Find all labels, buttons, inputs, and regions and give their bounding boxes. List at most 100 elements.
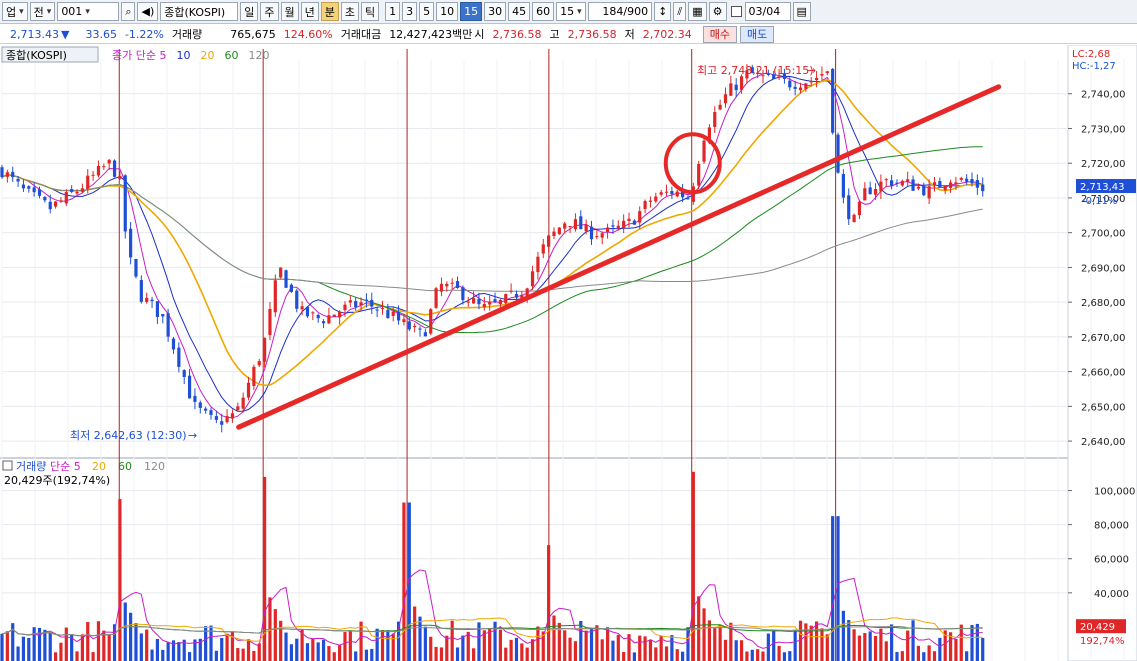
- period-tab-5[interactable]: 초: [340, 2, 359, 21]
- interval-tab-15[interactable]: 15: [460, 2, 483, 21]
- volume-tick-label: 60,000: [1094, 555, 1129, 566]
- candle-body: [380, 308, 385, 310]
- interval-tab-30[interactable]: 30: [484, 2, 507, 21]
- volume-bar: [348, 630, 352, 661]
- candle-body: [53, 201, 58, 207]
- candle-body: [932, 182, 937, 186]
- volume-bar: [970, 625, 974, 661]
- volume-bar: [284, 632, 288, 661]
- volume-bar: [455, 647, 460, 661]
- volume-bar: [541, 631, 545, 661]
- price-change: 33.65: [85, 27, 117, 41]
- price-title-box: [1, 46, 99, 63]
- period-tab-1[interactable]: 주: [260, 2, 279, 21]
- candle-body: [777, 76, 781, 78]
- volume-bar: [482, 630, 486, 661]
- volume-bar: [841, 610, 845, 661]
- sell-button[interactable]: 매도: [740, 25, 775, 43]
- interval-select[interactable]: 15: [556, 2, 587, 21]
- candle-body: [386, 309, 390, 319]
- candle-body: [429, 309, 433, 334]
- volume-bar: [938, 637, 942, 661]
- min-label: 최저 2,642,63 (12:30): [70, 429, 187, 442]
- candle-body: [16, 178, 20, 182]
- settings-icon[interactable]: ⚙: [708, 2, 727, 21]
- bar-count-field[interactable]: 184/900: [588, 2, 653, 21]
- zoom-icon[interactable]: ↕: [654, 2, 672, 21]
- interval-tab-10[interactable]: 10: [436, 2, 459, 21]
- period-tab-2[interactable]: 월: [280, 2, 299, 21]
- calendar-icon[interactable]: ▤: [792, 2, 811, 21]
- volume-bar: [171, 640, 176, 661]
- save-icon[interactable]: ▦: [688, 2, 707, 21]
- index-name-field[interactable]: 종합(KOSPI): [160, 2, 239, 21]
- date-field[interactable]: 03/04: [744, 2, 791, 21]
- candle-body: [734, 84, 738, 91]
- code-input[interactable]: 001: [57, 2, 120, 21]
- period-tab-6[interactable]: 틱: [361, 2, 380, 21]
- volume-bar: [187, 652, 192, 661]
- volume-bar: [434, 646, 438, 661]
- volume-bar: [21, 636, 26, 661]
- volume-legend-item: 20: [92, 460, 106, 473]
- chart-annotations: 최고 2,748,21 (15:15)→최저 2,642,63 (12:30) →: [70, 64, 1002, 442]
- candle-body: [756, 72, 760, 74]
- candle-body: [43, 196, 47, 201]
- period-tab-3[interactable]: 년: [300, 2, 319, 21]
- candle-body: [123, 175, 127, 232]
- candle-body: [279, 267, 283, 278]
- volume-bar: [305, 643, 310, 661]
- volume-bar: [831, 516, 835, 661]
- volume-bar: [788, 651, 792, 661]
- period-tab-0[interactable]: 일: [240, 2, 259, 21]
- candle-body: [605, 227, 610, 233]
- volume-bar: [70, 634, 74, 661]
- candle-body: [230, 413, 235, 419]
- volume-bar: [396, 621, 401, 661]
- trendline: [236, 84, 1002, 430]
- volume-bar: [262, 476, 267, 661]
- candle-body: [750, 67, 754, 74]
- candle-body: [134, 258, 138, 277]
- period-tab-4[interactable]: 분: [320, 2, 339, 21]
- search-icon[interactable]: ⌕: [121, 2, 136, 21]
- interval-tab-45[interactable]: 45: [508, 2, 531, 21]
- indicator-icon[interactable]: ⫽: [673, 2, 687, 21]
- candle-body: [91, 174, 95, 176]
- candle-body: [938, 181, 942, 188]
- low-value: 2,702.34: [642, 27, 692, 41]
- candle-body: [257, 361, 261, 366]
- date-checkbox[interactable]: [730, 6, 742, 17]
- volume-bar: [681, 651, 685, 661]
- volume-bar: [289, 644, 293, 661]
- mode-select[interactable]: 전: [29, 2, 56, 21]
- candle-body: [723, 94, 728, 104]
- volume-bar: [338, 645, 342, 661]
- candle-body: [466, 301, 470, 303]
- amount-value: 12,427,423백만: [389, 28, 473, 41]
- volume-bar: [0, 633, 4, 661]
- buy-button[interactable]: 매수: [702, 25, 737, 43]
- interval-tab-60[interactable]: 60: [532, 2, 555, 21]
- volume-bar: [552, 615, 556, 661]
- interval-tab-1[interactable]: 1: [385, 2, 401, 21]
- candle-body: [745, 70, 749, 79]
- speaker-icon[interactable]: ◀): [137, 2, 159, 21]
- market-select[interactable]: 업: [2, 2, 28, 21]
- volume-bar: [654, 647, 658, 661]
- candle-body: [300, 306, 304, 310]
- high-label: 고: [549, 28, 560, 41]
- volume-bar: [27, 637, 31, 661]
- interval-tab-3[interactable]: 3: [402, 2, 418, 21]
- chart-area[interactable]: 최고 2,748,21 (15:15)→최저 2,642,63 (12:30) →…: [0, 45, 1137, 661]
- interval-tab-5[interactable]: 5: [419, 2, 435, 21]
- current-price-box: [1076, 179, 1136, 194]
- volume-bar: [343, 632, 347, 661]
- candle-body: [873, 189, 878, 195]
- volume-bar: [246, 639, 251, 661]
- candle-body: [648, 200, 653, 202]
- candle-body: [21, 184, 26, 189]
- max-arrow-icon: →: [807, 64, 816, 77]
- volume-bar: [273, 609, 277, 661]
- volume-bar: [321, 639, 326, 661]
